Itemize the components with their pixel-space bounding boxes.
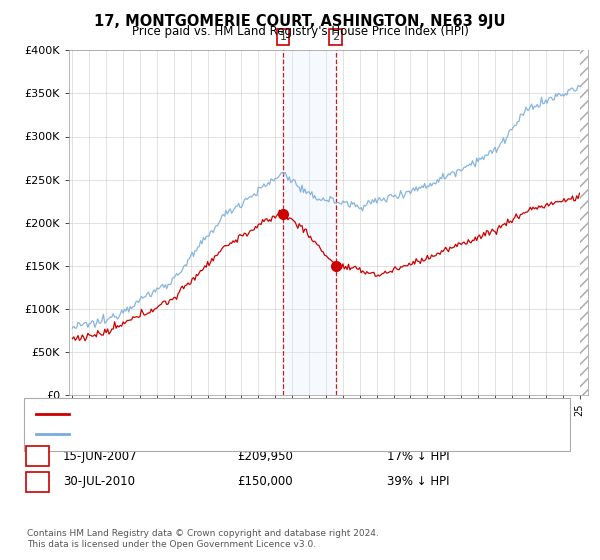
Text: £150,000: £150,000 [237,475,293,488]
Text: HPI: Average price, detached house, Northumberland: HPI: Average price, detached house, Nort… [75,429,354,439]
Text: Price paid vs. HM Land Registry's House Price Index (HPI): Price paid vs. HM Land Registry's House … [131,25,469,38]
Text: 39% ↓ HPI: 39% ↓ HPI [387,475,449,488]
Text: 1: 1 [34,450,41,463]
Text: 17, MONTGOMERIE COURT, ASHINGTON, NE63 9JU (detached house): 17, MONTGOMERIE COURT, ASHINGTON, NE63 9… [75,409,431,419]
Text: £209,950: £209,950 [237,450,293,463]
Bar [580,50,596,395]
Text: 2: 2 [332,32,340,42]
Text: 17% ↓ HPI: 17% ↓ HPI [387,450,449,463]
Bar [580,50,596,395]
Bar [580,50,596,395]
Text: 1: 1 [280,32,286,42]
Text: 2: 2 [34,475,41,488]
Text: 15-JUN-2007: 15-JUN-2007 [63,450,137,463]
Text: Contains HM Land Registry data © Crown copyright and database right 2024.
This d: Contains HM Land Registry data © Crown c… [27,529,379,549]
Bar [283,50,336,395]
Text: 30-JUL-2010: 30-JUL-2010 [63,475,135,488]
Text: 17, MONTGOMERIE COURT, ASHINGTON, NE63 9JU: 17, MONTGOMERIE COURT, ASHINGTON, NE63 9… [94,14,506,29]
